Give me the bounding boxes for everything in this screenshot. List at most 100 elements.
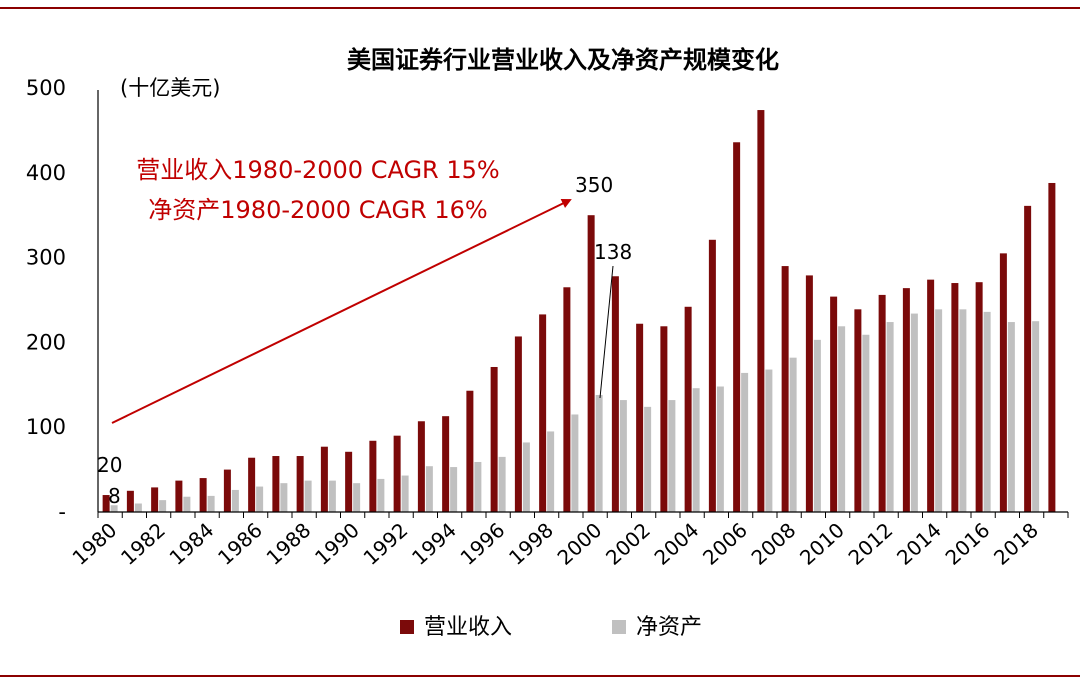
bar-revenue	[563, 287, 571, 512]
bar-equity	[110, 505, 118, 512]
bar-equity	[401, 475, 409, 512]
bar-equity	[571, 414, 579, 512]
bar-revenue	[927, 279, 935, 512]
x-tick-label: 1996	[456, 518, 510, 570]
bar-revenue	[636, 323, 644, 512]
legend-swatch-revenue	[400, 620, 414, 634]
bar-revenue	[708, 239, 716, 513]
bar-equity	[134, 503, 142, 512]
bar-revenue	[539, 314, 547, 512]
x-tick-label: 1986	[213, 518, 267, 570]
equity-1980-label: 8	[108, 484, 121, 508]
x-tick-label: 1998	[504, 518, 558, 570]
x-tick-label: 1992	[359, 518, 413, 570]
y-axis-ticks: - 100 200 300 400 500	[26, 76, 66, 524]
bar-revenue	[999, 253, 1007, 513]
revenue-cagr-annotation: 营业收入1980-2000 CAGR 15%	[136, 156, 499, 184]
bar-revenue	[1024, 205, 1032, 512]
bar-equity	[450, 467, 458, 512]
y-tick-label: 400	[26, 161, 66, 185]
bar-revenue	[1048, 182, 1056, 513]
bar-equity	[280, 483, 288, 512]
bar-equity	[425, 466, 433, 512]
bar-equity	[886, 322, 894, 512]
bar-equity	[668, 400, 676, 512]
bar-revenue	[151, 487, 159, 512]
bar-equity	[789, 357, 797, 512]
bar-equity	[765, 369, 773, 512]
bar-revenue	[393, 435, 401, 512]
bar-equity	[474, 461, 482, 512]
x-tick-label: 2004	[650, 518, 704, 570]
bar-revenue	[320, 446, 328, 512]
x-tick-label: 1982	[116, 518, 170, 570]
bar-revenue	[684, 306, 692, 512]
bar-revenue	[272, 456, 280, 512]
revenue-2000-label: 350	[575, 173, 613, 197]
bar-equity	[619, 400, 627, 512]
revenue-1980-label: 20	[97, 453, 122, 477]
bar-revenue	[660, 326, 668, 512]
bar-revenue	[296, 456, 304, 512]
bar-equity	[377, 478, 385, 512]
bar-equity	[353, 483, 361, 512]
y-tick-label: 500	[26, 76, 66, 100]
bar-revenue	[490, 366, 498, 512]
bar-revenue	[126, 490, 134, 512]
x-tick-label: 2014	[892, 518, 946, 570]
bar-revenue	[102, 495, 110, 512]
bar-equity	[547, 431, 555, 512]
bar-revenue	[781, 266, 789, 512]
legend-swatch-equity	[612, 620, 626, 634]
x-tick-label: 2002	[601, 518, 655, 570]
x-tick-label: 2016	[941, 518, 995, 570]
bar-revenue	[442, 416, 450, 512]
bars	[102, 110, 1056, 513]
bar-revenue	[733, 142, 741, 512]
bar-revenue	[223, 469, 231, 512]
bar-equity	[1032, 321, 1040, 512]
bar-revenue	[757, 110, 765, 513]
bar-revenue	[975, 282, 983, 512]
bar-equity	[256, 486, 264, 512]
bar-equity	[910, 313, 918, 512]
chart-title: 美国证券行业营业收入及净资产规模变化	[347, 46, 779, 74]
bar-equity	[183, 496, 191, 512]
bar-equity	[595, 394, 603, 512]
x-tick-label: 2008	[747, 518, 801, 570]
legend-label-revenue: 营业收入	[424, 615, 512, 640]
bar-equity	[522, 442, 530, 512]
x-axis-ticks: 1980198219841986198819901992199419961998…	[68, 512, 1069, 570]
bar-equity	[959, 309, 967, 512]
bar-revenue	[466, 390, 474, 512]
bar-equity	[207, 495, 215, 512]
legend-label-equity: 净资产	[636, 615, 702, 640]
bar-revenue	[417, 421, 425, 512]
bar-equity	[716, 386, 724, 512]
bar-revenue	[830, 296, 838, 512]
bar-equity	[304, 480, 312, 512]
equity-2000-label: 138	[594, 240, 632, 264]
bar-equity	[862, 334, 870, 512]
bar-equity	[328, 480, 336, 512]
x-tick-label: 2006	[698, 518, 752, 570]
bar-equity	[1007, 322, 1015, 512]
bar-revenue	[369, 440, 377, 512]
bar-equity	[159, 500, 167, 512]
bar-revenue	[611, 276, 619, 512]
bar-equity	[498, 456, 506, 512]
bar-equity	[983, 311, 991, 512]
bar-revenue	[514, 336, 522, 512]
bar-revenue	[902, 288, 910, 512]
bar-revenue	[199, 478, 207, 512]
x-tick-label: 1984	[165, 518, 219, 570]
x-tick-label: 2010	[795, 518, 849, 570]
x-tick-label: 1994	[407, 518, 461, 570]
x-tick-label: 1990	[310, 518, 364, 570]
bar-equity	[741, 372, 749, 512]
bar-equity	[935, 309, 943, 512]
y-tick-label: -	[58, 500, 66, 524]
bar-revenue	[878, 294, 886, 512]
bar-revenue	[587, 215, 595, 512]
